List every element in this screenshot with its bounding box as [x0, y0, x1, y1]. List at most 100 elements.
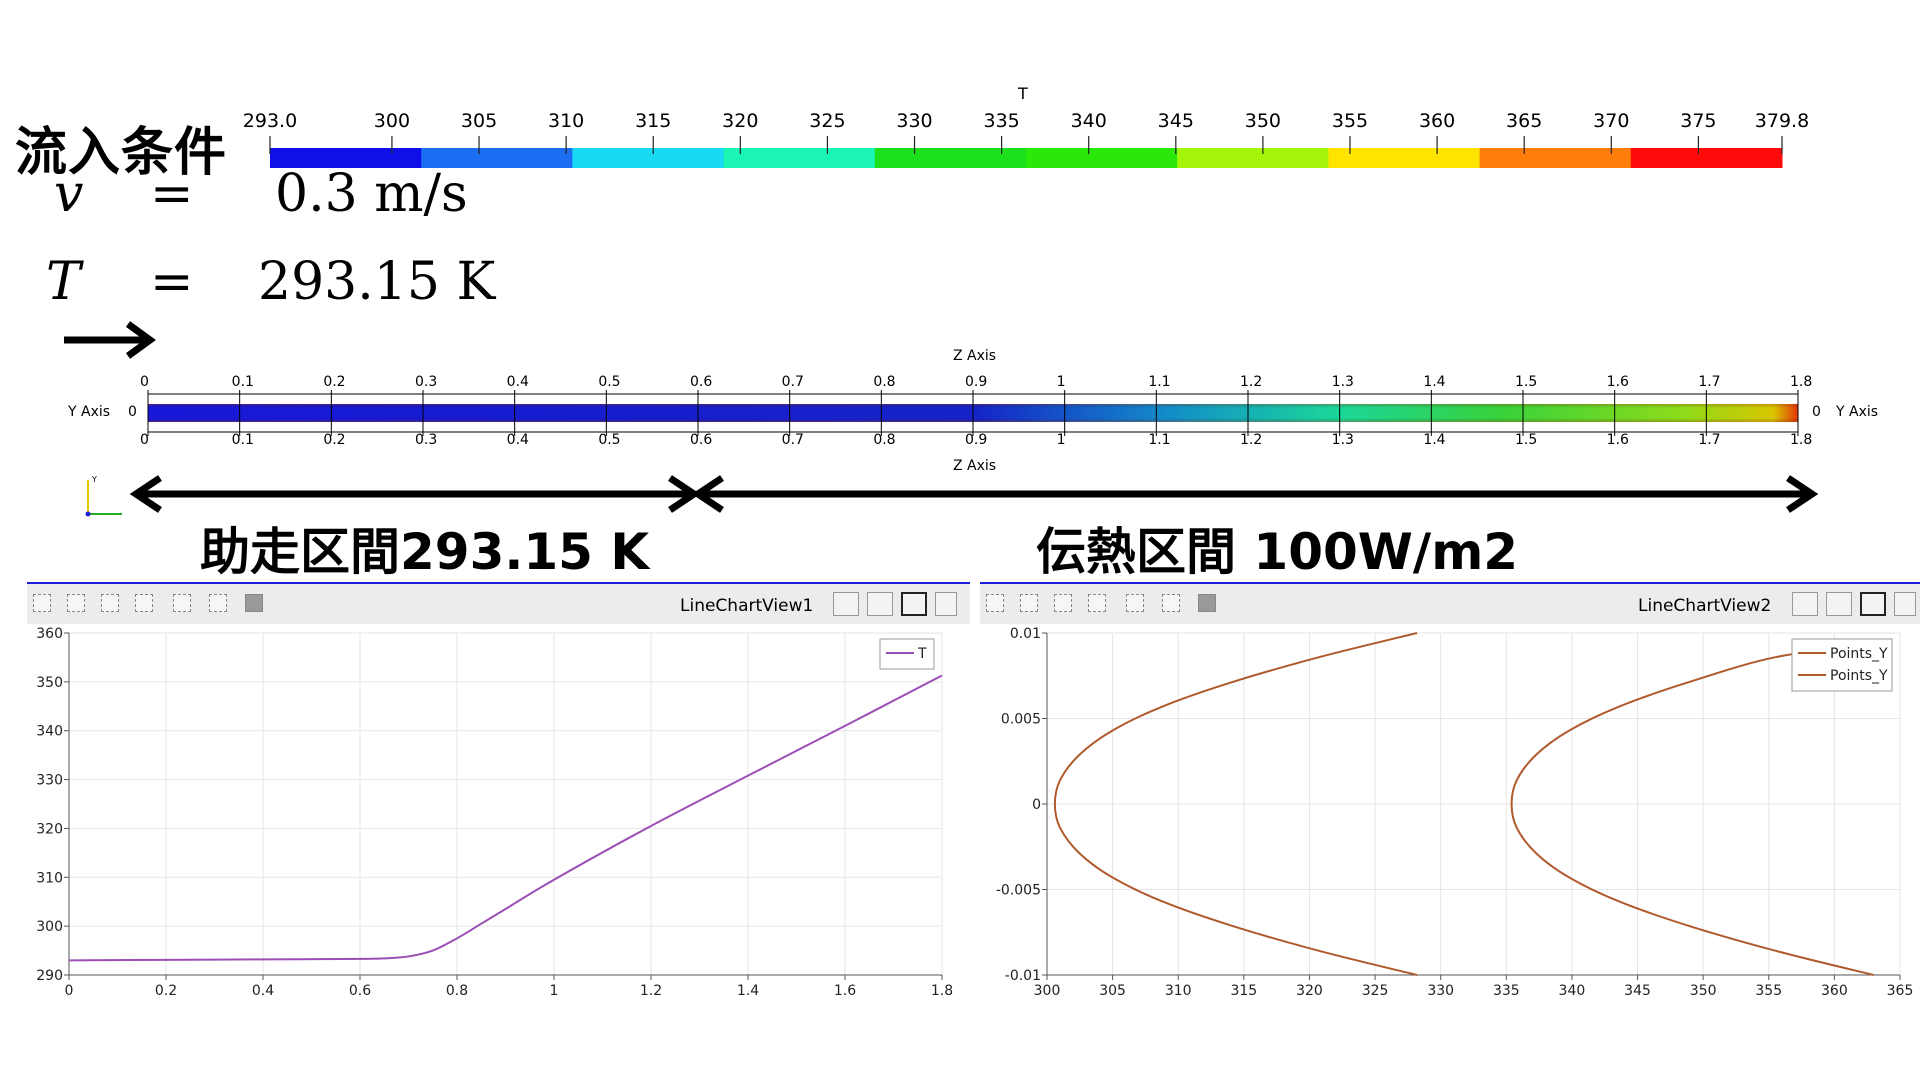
x-tick-label: 315: [1230, 983, 1257, 999]
domain-render-view[interactable]: [0, 340, 1920, 490]
colorbar-tick-label: 379.8: [1754, 110, 1810, 132]
colorbar-tick-label: 310: [547, 110, 585, 132]
x-tick-label: 350: [1690, 983, 1717, 999]
domain-right-axis-label: Y Axis: [1836, 404, 1879, 420]
domain-tick-label-bottom: 1.1: [1148, 432, 1171, 448]
x-tick-label: 0.4: [252, 983, 274, 999]
colorbar-band: [270, 148, 422, 168]
velocity-value: 0.3 m/s: [275, 164, 468, 224]
x-tick-label: 1.8: [931, 983, 953, 999]
split-horizontal-icon[interactable]: [1792, 592, 1818, 616]
domain-tick-label-bottom: 1: [1056, 432, 1066, 448]
domain-tick-label-top: 1.1: [1148, 374, 1171, 390]
domain-tick-label-bottom: 1.3: [1331, 432, 1354, 448]
run-section-label: 助走区間293.15 K: [200, 523, 650, 581]
camera-icon[interactable]: [33, 594, 51, 612]
domain-tick-label-bottom: 0.8: [873, 432, 896, 448]
x-tick-label: 1.6: [834, 983, 856, 999]
x-tick-label: 0: [65, 983, 74, 999]
domain-tick-label-top: 0.3: [415, 374, 438, 390]
zoom-out-icon[interactable]: [1054, 594, 1072, 612]
domain-tick-label-bottom: 1.5: [1515, 432, 1538, 448]
velocity-symbol: v: [54, 164, 84, 224]
domain-tick-label-bottom: 0.6: [690, 432, 713, 448]
line-chart-view-2[interactable]: LineChartView2 300 305 310 315 320 325 330 335 3…: [980, 582, 1920, 1022]
maximize-icon[interactable]: [901, 592, 927, 616]
colorbar-tick-label: 330: [896, 110, 933, 132]
colorbar-tick-label: 350: [1244, 110, 1282, 132]
domain-tick-label-bottom: 0.3: [415, 432, 438, 448]
colorbar-band: [1177, 148, 1329, 168]
domain-tick-label-top: 0.6: [690, 374, 713, 390]
x-tick-label: 340: [1559, 983, 1586, 999]
chart-toolbar-2: LineChartView2: [980, 582, 1920, 624]
x-tick-label: 0.6: [349, 983, 371, 999]
velocity-equals: =: [150, 164, 194, 224]
domain-tick-label-bottom: 0.7: [781, 432, 804, 448]
zoom-fit-icon[interactable]: [1088, 594, 1106, 612]
colorbar-band: [1328, 148, 1481, 168]
colorbar-band: [1479, 148, 1632, 168]
domain-tick-label-bottom: 1.8: [1790, 432, 1813, 448]
x-tick-label: 365: [1887, 983, 1914, 999]
zoom-fit-icon[interactable]: [135, 594, 153, 612]
line-chart-2[interactable]: 300 305 310 315 320 325 330 335 340 345 350 355 360 3…: [980, 622, 1920, 1022]
legend-box: [1791, 638, 1893, 692]
trash-icon[interactable]: [1198, 594, 1216, 612]
domain-tick-label-top: 0.9: [965, 374, 988, 390]
zoom-out-icon[interactable]: [101, 594, 119, 612]
y-tick-label: -0.01: [1005, 968, 1041, 984]
line-chart-view-1[interactable]: LineChartView1 0 0.2 0.4 0.6 0.8 1 1.2 1.4 1.6 1.…: [27, 582, 970, 1022]
x-tick-label: 355: [1755, 983, 1782, 999]
domain-bottom-axis-title: Z Axis: [953, 458, 997, 474]
x-tick-label: 360: [1821, 983, 1848, 999]
chart-view-title-2: LineChartView2: [1638, 596, 1772, 616]
colorbar-tick-label: 325: [809, 110, 846, 132]
select-region-icon[interactable]: [1162, 594, 1180, 612]
domain-right-zero: 0: [1812, 404, 1821, 420]
camera-icon[interactable]: [986, 594, 1004, 612]
close-icon[interactable]: [1894, 592, 1916, 616]
temperature-value: 293.15 K: [258, 252, 496, 312]
domain-tick-label-top: 1.8: [1790, 374, 1813, 390]
colorbar-tick-label: 293.0: [242, 110, 298, 132]
colorbar-tick-label: 370: [1593, 110, 1630, 132]
split-horizontal-icon[interactable]: [833, 592, 859, 616]
close-icon[interactable]: [935, 592, 957, 616]
run-section-arrow: [129, 475, 701, 513]
y-tick-label: 340: [36, 724, 63, 740]
domain-tick-label-top: 0.1: [231, 374, 254, 390]
maximize-icon[interactable]: [1860, 592, 1886, 616]
split-vertical-icon[interactable]: [867, 592, 893, 616]
colorbar-tick-label: 345: [1157, 110, 1194, 132]
domain-tick-label-top: 0.4: [506, 374, 529, 390]
y-tick-label: 330: [36, 773, 63, 789]
split-vertical-icon[interactable]: [1826, 592, 1852, 616]
domain-ticks: [147, 390, 1799, 436]
x-tick-label: 310: [1165, 983, 1192, 999]
domain-tick-label-bottom: 0.9: [965, 432, 988, 448]
chart-toolbar-1: LineChartView1: [27, 582, 970, 624]
domain-tick-label-bottom: 0.4: [506, 432, 529, 448]
y-tick-label: 0: [1032, 797, 1041, 813]
select-region-icon[interactable]: [209, 594, 227, 612]
domain-top-axis-title: Z Axis: [953, 348, 997, 364]
y-tick-label: 290: [36, 968, 63, 984]
trash-icon[interactable]: [245, 594, 263, 612]
y-tick-label: 0.005: [1001, 712, 1041, 728]
select-points-icon[interactable]: [1126, 594, 1144, 612]
colorbar-band: [572, 148, 725, 168]
select-points-icon[interactable]: [173, 594, 191, 612]
line-chart-1[interactable]: 0 0.2 0.4 0.6 0.8 1 1.2 1.4 1.6 1.8 290 300 310 320 33…: [27, 622, 970, 1022]
domain-tick-label-bottom: 0.1: [231, 432, 254, 448]
domain-tick-label-top: 0.7: [781, 374, 804, 390]
x-tick-label: 325: [1362, 983, 1389, 999]
zoom-in-icon[interactable]: [1020, 594, 1038, 612]
zoom-in-icon[interactable]: [67, 594, 85, 612]
temperature-symbol: T: [46, 252, 81, 312]
colorbar: [269, 136, 1783, 168]
domain-tick-label-top: 0.8: [873, 374, 896, 390]
x-tick-label: 0.8: [446, 983, 468, 999]
domain-left-zero: 0: [128, 404, 137, 420]
temperature-equals: =: [150, 252, 194, 312]
